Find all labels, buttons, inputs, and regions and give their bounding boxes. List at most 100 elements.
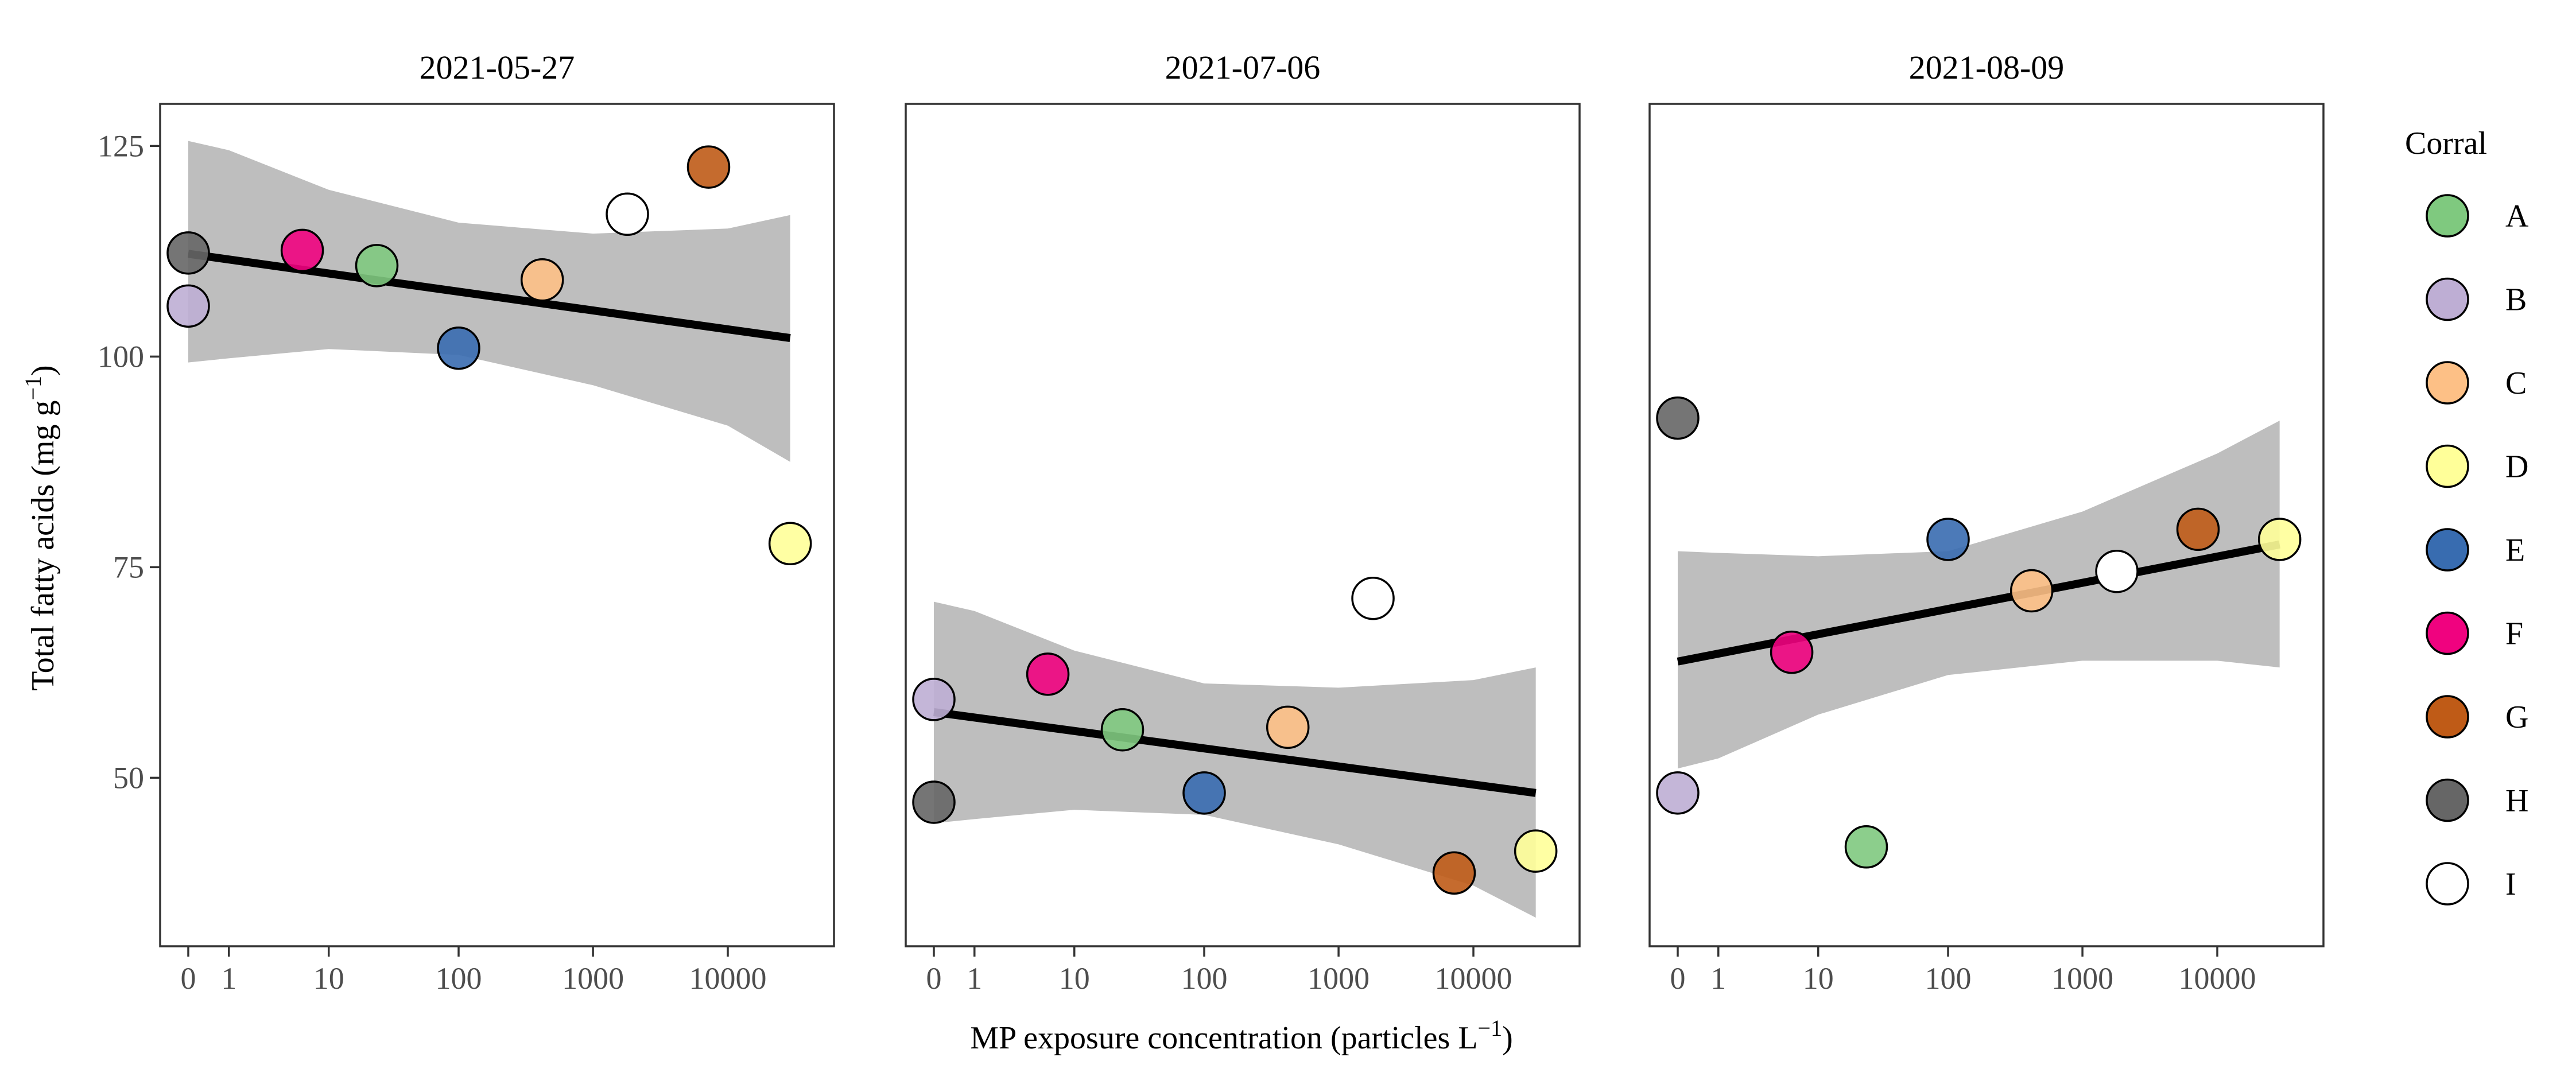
y-axis-label-main: Total fatty acids (mg g [25,401,61,691]
panel-title: 2021-07-06 [1165,49,1321,86]
data-point-C [520,258,564,302]
x-tick-label: 0 [181,961,196,996]
legend-label: C [2505,366,2527,401]
data-point-G [1432,851,1476,895]
trend-line [188,250,791,343]
x-tick-label: 100 [436,961,482,996]
legend-key [2426,862,2469,906]
data-point-A [355,244,399,287]
x-tick-label: 1 [221,961,236,996]
data-point-D [768,522,812,566]
legend-item-C: C [2426,361,2527,405]
y-tick-label: 100 [98,339,144,374]
x-tick-label: 0 [926,961,942,996]
data-point-I [1351,576,1395,620]
panel-3: 2021-08-09 0 1 10 100 1000 10000 [1648,49,2325,996]
data-point-E [1182,771,1226,815]
data-point-E [1926,518,1970,561]
legend-key [2426,611,2469,655]
legend-item-G: G [2426,695,2528,739]
data-point-B [912,678,956,721]
x-tick-label: 10 [1059,961,1090,996]
data-point-C [1266,705,1310,749]
data-point-A [1844,825,1888,869]
data-point-I [2095,549,2139,593]
chart-panels: 2021-05-270 1 10 100 1000 1000050751001252021… [98,49,2325,996]
legend-label: B [2505,282,2527,318]
legend-item-D: D [2426,444,2528,488]
panel-2: 2021-07-06 0 1 10 100 1000 10000 [905,49,1581,996]
data-point-F [1026,652,1070,696]
data-point-B [166,284,210,328]
legend-item-F: F [2426,611,2523,655]
legend-label: E [2505,533,2525,568]
x-axis-label-superscript: −1 [1478,1015,1503,1041]
legend-key [2426,444,2469,488]
y-axis-label-superscript: −1 [20,376,46,401]
data-point-D [2257,518,2302,561]
data-point-H [166,231,210,275]
legend-label: D [2505,449,2528,485]
x-tick-label: 1000 [1308,961,1370,996]
legend-label: I [2505,867,2516,902]
legend-item-B: B [2426,277,2527,321]
legend-key [2426,361,2469,405]
panel-border [1648,103,2325,947]
legend-title: Corral [2405,126,2487,161]
x-tick-label: 10000 [689,961,767,996]
data-point-G [686,145,731,189]
x-tick-label: 1 [1710,961,1726,996]
y-tick-label: 125 [98,129,144,163]
legend-key [2426,778,2469,822]
data-point-H [1656,396,1700,440]
x-tick-label: 1000 [2051,961,2113,996]
data-point-F [1770,630,1814,674]
panel-title: 2021-05-27 [420,49,575,86]
legend-key [2426,528,2469,572]
legend-key [2426,194,2469,238]
trend-line [933,708,1537,797]
legend-item-E: E [2426,528,2525,572]
data-point-F [280,228,324,273]
legend-label: F [2505,616,2523,652]
data-point-G [2176,507,2220,551]
legend-label: G [2505,700,2528,735]
panel-border [905,103,1581,947]
confidence-ribbon [1678,420,2280,769]
legend-item-H: H [2426,778,2528,822]
y-tick-label: 75 [113,550,144,584]
legend-key [2426,277,2469,321]
x-tick-label: 1000 [562,961,624,996]
data-point-H [912,780,956,824]
x-axis-label-close: ) [1502,1020,1513,1056]
legend-item-I: I [2426,862,2516,906]
confidence-ribbon [934,601,1536,918]
x-tick-label: 0 [1670,961,1686,996]
data-point-D [1514,829,1558,873]
data-point-I [606,192,649,236]
data-point-C [2009,569,2054,613]
x-tick-label: 100 [1181,961,1228,996]
x-axis-label: MP exposure concentration (particles L−1… [970,1015,1513,1056]
panel-title: 2021-08-09 [1909,49,2065,86]
x-tick-label: 100 [1925,961,1972,996]
legend: Corral A B C D E F G H I [2405,126,2529,906]
y-axis-label: Total fatty acids (mg g−1) [20,365,61,690]
x-tick-label: 10 [313,961,344,996]
confidence-ribbon [188,141,790,462]
x-axis-label-main: MP exposure concentration (particles L [970,1020,1477,1056]
data-point-B [1656,771,1700,815]
x-tick-label: 10 [1803,961,1834,996]
y-axis-label-close: ) [25,365,61,376]
x-tick-label: 10000 [2179,961,2256,996]
legend-label: A [2505,199,2529,234]
x-tick-label: 1 [967,961,982,996]
data-point-E [437,326,480,370]
panel-border [159,103,835,947]
legend-label: H [2505,783,2528,819]
x-tick-label: 10000 [1435,961,1512,996]
legend-item-A: A [2426,194,2529,238]
data-point-A [1100,708,1145,752]
y-tick-label: 50 [113,760,144,795]
